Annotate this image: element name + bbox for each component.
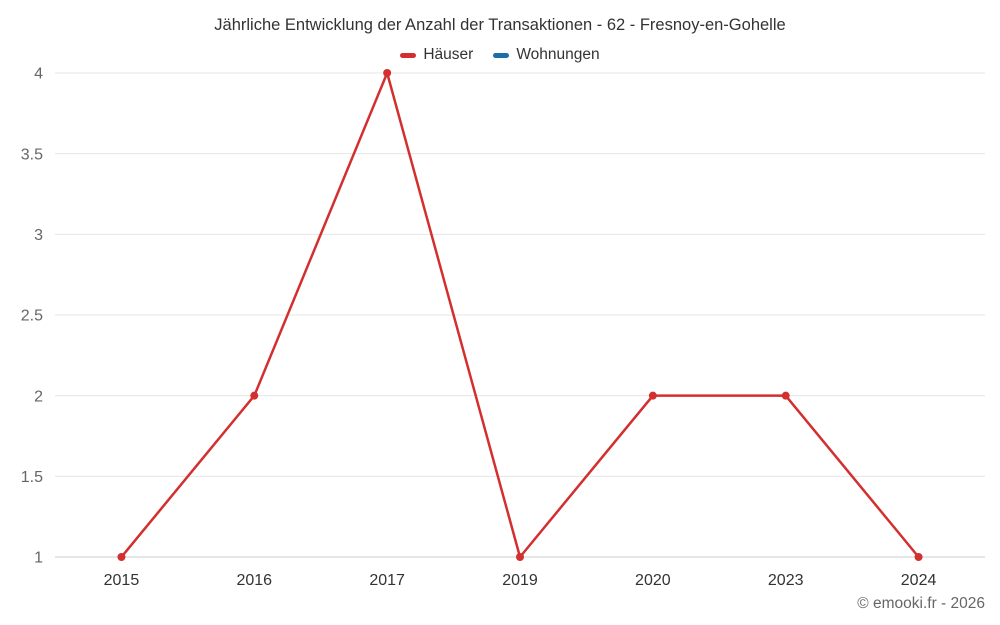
svg-text:3: 3 <box>34 227 43 244</box>
svg-text:2019: 2019 <box>502 572 538 589</box>
copyright-text: © emooki.fr - 2026 <box>857 595 985 612</box>
legend-swatch-haeuser-icon <box>400 52 417 58</box>
chart-title: Jährliche Entwicklung der Anzahl der Tra… <box>214 16 786 34</box>
svg-text:2016: 2016 <box>236 572 272 589</box>
chart-legend: Häuser Wohnungen <box>0 46 1000 64</box>
svg-text:2020: 2020 <box>635 572 671 589</box>
svg-text:3.5: 3.5 <box>21 146 43 163</box>
svg-text:1.5: 1.5 <box>21 469 43 486</box>
svg-text:2024: 2024 <box>901 572 937 589</box>
svg-text:2015: 2015 <box>104 572 140 589</box>
legend-swatch-wohnungen-icon <box>493 52 510 58</box>
svg-text:2: 2 <box>34 388 43 405</box>
svg-text:2023: 2023 <box>768 572 804 589</box>
svg-text:4: 4 <box>34 66 43 83</box>
legend-item-haeuser[interactable]: Häuser <box>400 46 473 64</box>
svg-text:2.5: 2.5 <box>21 308 43 325</box>
svg-text:1: 1 <box>34 550 43 567</box>
legend-item-wohnungen[interactable]: Wohnungen <box>493 46 600 64</box>
legend-label-wohnungen: Wohnungen <box>516 46 600 63</box>
legend-label-haeuser: Häuser <box>423 46 474 63</box>
svg-text:2017: 2017 <box>369 572 405 589</box>
